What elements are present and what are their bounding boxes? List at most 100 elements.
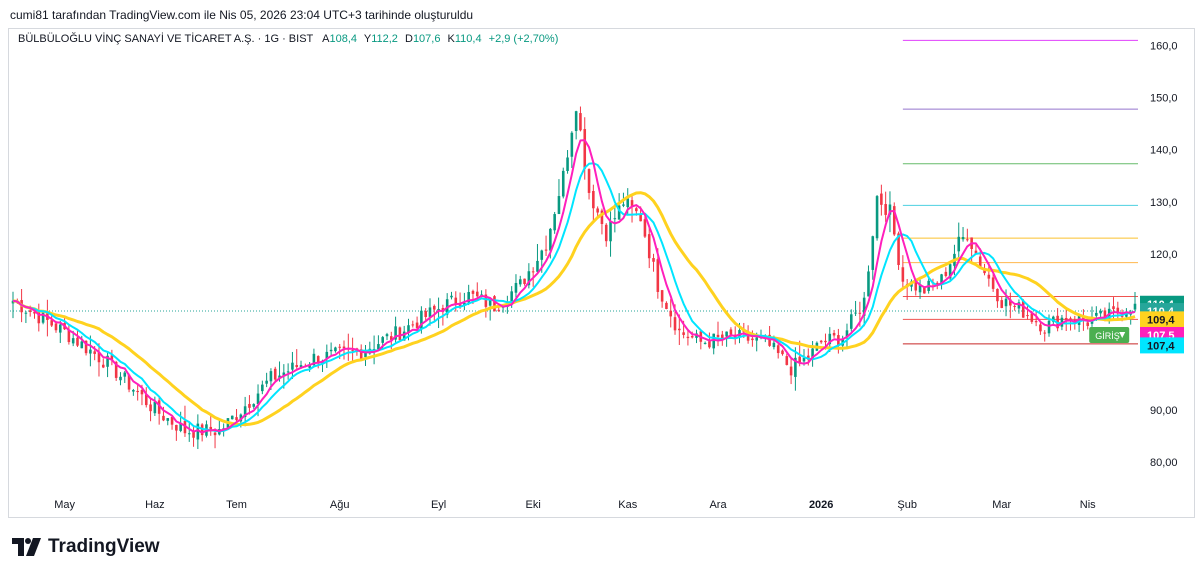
candle-body xyxy=(781,350,784,355)
candle-body xyxy=(114,362,118,378)
y-tick-label: 150,0 xyxy=(1150,93,1178,105)
candle-body xyxy=(58,324,62,333)
x-tick-label: Mar xyxy=(992,499,1011,511)
candle-body xyxy=(157,400,161,414)
candle-body xyxy=(536,260,539,272)
candle-body xyxy=(802,357,806,362)
candle-body xyxy=(37,311,41,324)
candle-body xyxy=(1013,305,1016,307)
candle-body xyxy=(106,355,109,367)
symbol-name: BÜLBÜLOĞLU VİNÇ SANAYİ VE TİCARET A.Ş. ·… xyxy=(18,33,314,45)
candle-body xyxy=(497,309,501,311)
entry-label-text: GİRİŞ xyxy=(1095,331,1120,341)
candle-body xyxy=(596,208,599,213)
candle-body xyxy=(1009,299,1012,306)
x-tick-label: Nis xyxy=(1080,499,1096,511)
candle-body xyxy=(716,334,720,337)
candle-body xyxy=(415,322,419,329)
candle-body xyxy=(252,404,256,407)
candle-body xyxy=(93,351,96,354)
candle-body xyxy=(708,341,711,348)
candle-body xyxy=(1116,307,1120,314)
candle-body xyxy=(179,423,182,431)
candle-body xyxy=(385,334,389,337)
symbol-legend: BÜLBÜLOĞLU VİNÇ SANAYİ VE TİCARET A.Ş. ·… xyxy=(18,33,558,45)
candle-body xyxy=(626,198,630,208)
candle-body xyxy=(888,204,892,215)
candle-body xyxy=(243,406,247,417)
candle-body xyxy=(1043,332,1047,334)
entry-label-box xyxy=(1089,326,1130,343)
candle-body xyxy=(819,340,823,343)
y-tick-label: 90,00 xyxy=(1150,405,1178,417)
candle-body xyxy=(832,332,836,336)
candle-body xyxy=(235,417,238,421)
candle-body xyxy=(291,362,294,370)
candle-body xyxy=(514,282,518,293)
candle-body xyxy=(875,196,879,239)
x-tick-label: Eki xyxy=(526,499,541,511)
candle-body xyxy=(265,380,268,384)
candle-body xyxy=(510,291,513,305)
candle-body xyxy=(1004,298,1008,307)
candle-body xyxy=(622,204,625,206)
candle-body xyxy=(316,356,320,364)
candle-body xyxy=(828,333,832,345)
low-value: 107,6 xyxy=(412,33,441,45)
y-tick-label: 120,0 xyxy=(1150,249,1178,261)
candle-body xyxy=(256,393,260,405)
candle-body xyxy=(273,368,277,380)
y-tick-label: 140,0 xyxy=(1150,145,1178,157)
candle-body xyxy=(196,423,200,440)
candle-body xyxy=(974,250,978,255)
tradingview-logo-icon xyxy=(12,538,41,556)
candle-body xyxy=(678,328,681,331)
y-tick-label: 80,00 xyxy=(1150,457,1178,469)
candle-body xyxy=(24,312,28,314)
change-value: +2,9 (+2,70%) xyxy=(488,33,559,45)
candle-body xyxy=(901,267,905,282)
candle-body xyxy=(1103,310,1107,320)
high-label: Y xyxy=(363,33,372,45)
candle-body xyxy=(914,282,918,291)
candle-body xyxy=(897,233,900,266)
candle-body xyxy=(187,433,191,435)
candle-body xyxy=(1069,318,1072,320)
candle-body xyxy=(978,256,982,269)
close-label: K xyxy=(447,33,455,45)
candle-body xyxy=(527,271,531,286)
high-value: 112,2 xyxy=(371,33,398,45)
candle-body xyxy=(884,204,887,215)
brand-name: TradingView xyxy=(48,536,160,557)
candle-body xyxy=(635,208,638,212)
candle-body xyxy=(230,415,234,420)
candle-body xyxy=(665,302,668,309)
candle-body xyxy=(420,310,423,329)
candle-body xyxy=(119,376,122,381)
candle-body xyxy=(613,218,617,220)
candle-body xyxy=(80,341,84,349)
candle-body xyxy=(854,312,857,314)
candle-body xyxy=(136,390,139,393)
candle-body xyxy=(776,345,780,354)
candle-body xyxy=(600,210,604,224)
candle-body xyxy=(97,352,101,363)
candle-body xyxy=(647,234,651,259)
candle-body xyxy=(966,239,969,241)
candle-body xyxy=(957,236,961,252)
candle-body xyxy=(428,307,432,317)
candle-body xyxy=(755,337,758,341)
candle-body xyxy=(1034,321,1038,323)
candle-body xyxy=(424,311,427,317)
price-marker-label: 107,4 xyxy=(1147,340,1175,352)
candle-body xyxy=(1039,324,1042,332)
candle-body xyxy=(686,336,690,339)
candle-body xyxy=(359,349,363,359)
low-label: D xyxy=(404,33,413,45)
candle-body xyxy=(609,220,612,242)
candle-body xyxy=(488,298,492,306)
tradingview-logo[interactable]: TradingView xyxy=(12,536,160,558)
candle-body xyxy=(531,271,535,273)
candle-body xyxy=(987,274,991,279)
